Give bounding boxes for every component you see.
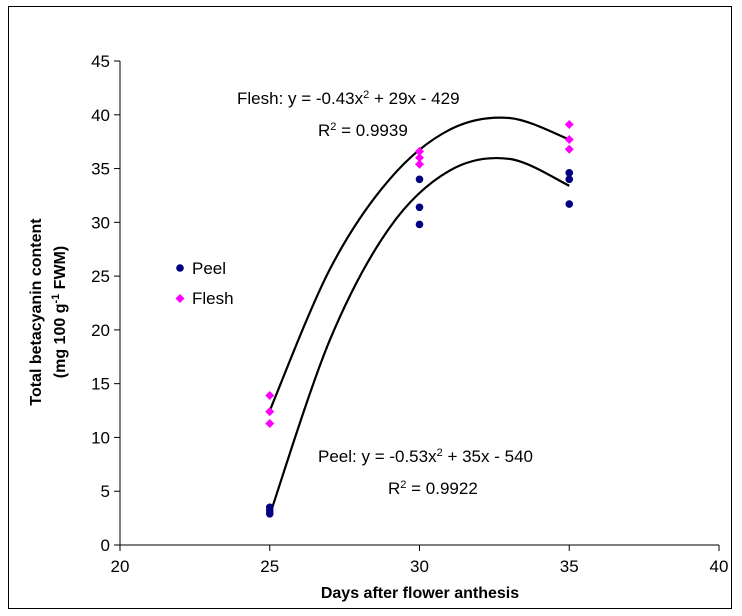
chart-frame <box>8 6 732 609</box>
peel-equation: Peel: y = -0.53x2 + 35x - 540 <box>318 447 533 466</box>
axes: 0 5 10 15 20 25 30 35 40 45 20 25 30 35 40 <box>91 52 728 576</box>
y-tick-label: 5 <box>101 482 110 501</box>
flesh-fit-curve <box>268 116 570 412</box>
y-tick-label: 0 <box>101 536 110 555</box>
y-tick-label: 45 <box>91 52 110 71</box>
peel-point <box>415 220 424 229</box>
peel-point <box>565 175 574 184</box>
y-tick-label: 20 <box>91 321 110 340</box>
flesh-r-squared: R2 = 0.9939 <box>318 121 408 140</box>
y-tick-label: 40 <box>91 106 110 125</box>
x-tick-label: 20 <box>111 557 130 576</box>
fit-curves <box>268 116 570 516</box>
y-axis-title-line1: Total betacyanin content <box>28 218 45 406</box>
x-tick-label: 30 <box>410 557 429 576</box>
y-tick-label: 15 <box>91 375 110 394</box>
flesh-point <box>564 119 574 129</box>
y-tick-label: 25 <box>91 267 110 286</box>
peel-point <box>565 169 574 177</box>
peel-fit-curve <box>268 156 570 516</box>
peel-point <box>415 175 424 184</box>
x-tick-label: 25 <box>260 557 279 576</box>
legend: Peel Flesh <box>175 259 234 308</box>
x-axis-title: Days after flower anthesis <box>321 585 519 602</box>
peel-r-squared: R2 = 0.9922 <box>388 479 478 498</box>
x-tick-label: 35 <box>560 557 579 576</box>
data-points <box>265 119 574 518</box>
legend-flesh-marker <box>175 294 185 303</box>
y-axis-title-line2: (mg 100 g-1 FWM) <box>50 246 69 378</box>
legend-flesh-label: Flesh <box>192 289 234 308</box>
legend-peel-marker <box>176 264 184 272</box>
peel-point <box>415 203 424 212</box>
legend-peel-label: Peel <box>192 259 226 278</box>
peel-point <box>565 200 574 208</box>
flesh-point <box>265 390 275 400</box>
flesh-point <box>265 418 275 428</box>
flesh-equation: Flesh: y = -0.43x2 + 29x - 429 <box>237 89 460 108</box>
flesh-point <box>265 407 275 417</box>
flesh-point <box>415 159 424 169</box>
flesh-point <box>564 144 574 154</box>
flesh-point <box>564 135 574 145</box>
y-tick-label: 35 <box>91 160 110 179</box>
flesh-point <box>415 146 424 156</box>
flesh-point <box>415 153 424 163</box>
peel-point <box>265 510 274 518</box>
x-tick-label: 40 <box>710 557 729 576</box>
y-tick-label: 30 <box>91 213 110 232</box>
y-tick-label: 10 <box>91 428 110 447</box>
